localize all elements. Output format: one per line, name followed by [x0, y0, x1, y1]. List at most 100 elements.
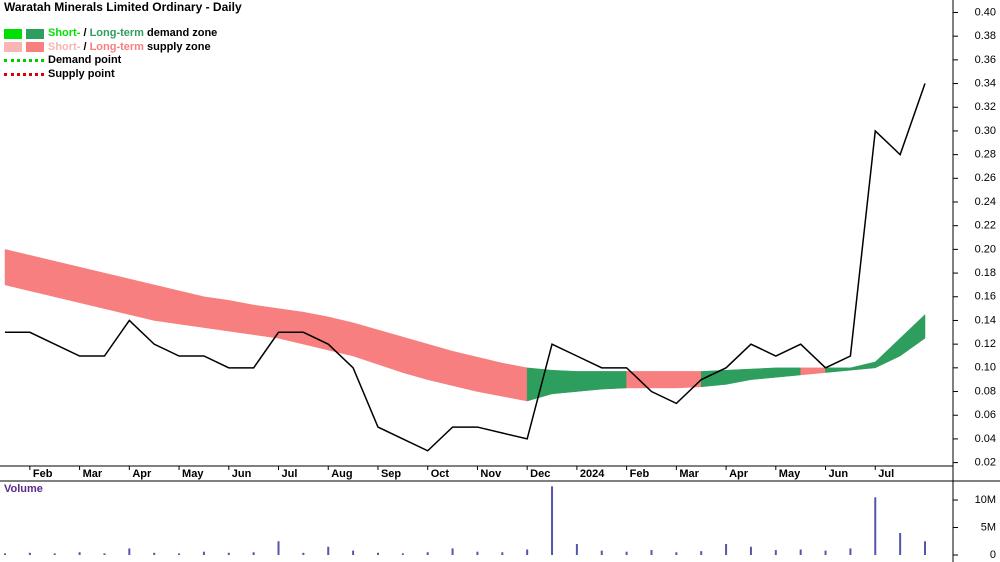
- long-term-zone: [327, 316, 354, 357]
- legend-item: Supply point: [4, 68, 217, 82]
- volume-bar: [376, 552, 379, 555]
- legend-swatch: [4, 42, 22, 53]
- x-tick-label: 2024: [580, 468, 605, 480]
- long-term-zone: [377, 329, 404, 373]
- price-line: [5, 83, 926, 452]
- volume-bar: [227, 552, 230, 555]
- volume-bar: [103, 553, 106, 555]
- long-term-zone: [178, 290, 205, 328]
- long-term-zone: [29, 254, 55, 298]
- long-term-zone: [4, 249, 31, 292]
- volume-bar: [600, 550, 603, 555]
- x-tick-label: Apr: [729, 468, 749, 480]
- x-tick-label: Jul: [878, 468, 894, 480]
- volume-bar: [551, 486, 554, 555]
- volume-bar: [401, 553, 404, 555]
- long-term-zone: [253, 304, 279, 339]
- x-tick-label: Jun: [829, 468, 849, 480]
- legend-swatch: [26, 42, 44, 53]
- legend-text: demand zone: [143, 27, 218, 39]
- y-tick-label: 0.10: [975, 362, 996, 374]
- volume-bar: [749, 546, 752, 555]
- y-tick-label: 0.02: [975, 457, 996, 469]
- legend-text: /: [80, 27, 90, 39]
- long-term-zone: [800, 367, 826, 376]
- y-tick-label: 0.04: [975, 433, 996, 445]
- long-term-zone: [551, 369, 578, 395]
- volume-bar: [650, 550, 653, 555]
- y-tick-label: 0.18: [975, 267, 996, 279]
- volume-bar: [78, 552, 81, 555]
- long-term-zone: [153, 284, 180, 325]
- long-term-zone: [750, 367, 777, 380]
- legend-text: Short-: [48, 27, 81, 39]
- y-tick-label: 0.20: [975, 243, 996, 255]
- long-term-zone: [427, 343, 453, 386]
- legend-swatch: [4, 28, 22, 39]
- volume-bar: [700, 551, 703, 555]
- long-term-zone: [502, 362, 528, 402]
- long-term-zone: [452, 350, 478, 392]
- long-term-zone: [850, 361, 876, 371]
- long-term-zone: [54, 260, 80, 304]
- legend-swatch: [4, 72, 44, 76]
- x-tick-label: Aug: [331, 468, 352, 480]
- y-tick-label: 0.30: [975, 125, 996, 137]
- volume-bar: [178, 553, 181, 555]
- volume-bar: [874, 497, 877, 555]
- x-tick-label: Feb: [630, 468, 650, 480]
- legend-text: Long-term: [89, 27, 144, 39]
- y-tick-label: 0.40: [975, 6, 996, 18]
- legend-text: Supply point: [48, 67, 115, 80]
- long-term-zone: [875, 337, 901, 369]
- y-tick-label: 0.12: [975, 338, 996, 350]
- volume-bar: [451, 548, 454, 555]
- legend-text: Demand point: [48, 54, 122, 66]
- legend-text: Short-: [48, 40, 81, 53]
- volume-bar: [575, 544, 578, 555]
- x-tick-label: Nov: [480, 468, 502, 480]
- y-tick-label: 0.38: [975, 30, 996, 42]
- volume-bar: [252, 552, 255, 555]
- x-tick-label: Feb: [33, 468, 53, 480]
- volume-bar: [924, 541, 926, 555]
- y-tick-label: 0.26: [975, 172, 996, 184]
- volume-bar: [476, 551, 479, 555]
- long-term-zone: [526, 367, 553, 402]
- long-term-zone: [352, 322, 379, 365]
- volume-bar: [899, 533, 902, 555]
- y-tick-label: 0.28: [975, 149, 996, 161]
- legend-item: Demand point: [4, 54, 217, 68]
- x-tick-label: Apr: [132, 468, 152, 480]
- volume-bar: [128, 548, 131, 555]
- volume-bar: [849, 548, 852, 555]
- volume-bar: [277, 541, 280, 555]
- legend-text: supply zone: [143, 40, 211, 53]
- long-term-zone: [601, 371, 627, 390]
- volume-bar: [302, 552, 305, 555]
- volume-bar: [202, 551, 205, 555]
- volume-bar: [327, 546, 330, 555]
- volume-bar: [426, 552, 429, 555]
- legend: Short- / Long-term demand zone Short- / L…: [4, 27, 217, 81]
- long-term-zone: [203, 296, 230, 332]
- volume-bar: [526, 549, 529, 555]
- x-tick-label: May: [779, 468, 801, 480]
- legend-text: Long-term: [89, 40, 144, 53]
- legend-text: /: [80, 40, 90, 53]
- long-term-zone: [79, 266, 105, 309]
- long-term-zone: [129, 278, 155, 321]
- y-tick-label: 0.16: [975, 291, 996, 303]
- y-tick-label: 0.34: [975, 77, 996, 89]
- y-tick-label: 5M: [981, 521, 996, 533]
- y-tick-label: 0.08: [975, 385, 996, 397]
- legend-swatch: [26, 28, 44, 39]
- long-term-zone: [725, 368, 752, 385]
- long-term-zone: [899, 313, 926, 357]
- x-tick-label: Dec: [530, 468, 550, 480]
- volume-bar: [799, 549, 802, 555]
- long-term-zone: [477, 356, 503, 397]
- long-term-zone: [676, 371, 702, 389]
